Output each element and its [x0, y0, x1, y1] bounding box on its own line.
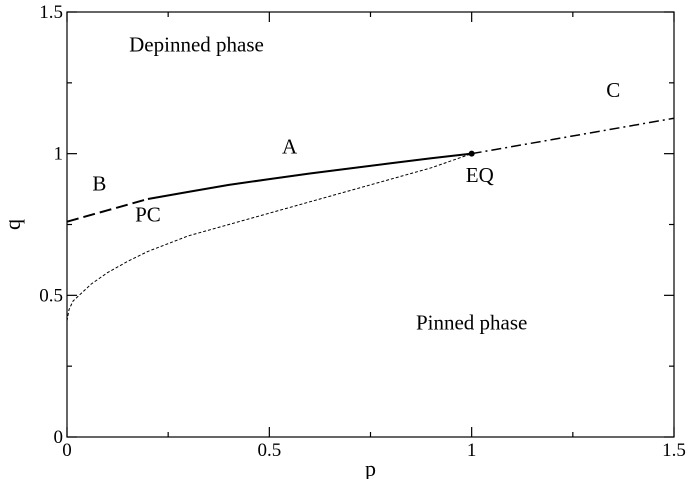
- y-tick-label: 0.5: [39, 285, 63, 306]
- curve-pc: [66, 153, 472, 321]
- x-tick-label: 0: [62, 440, 72, 461]
- annotation-pinned-phase: Pinned phase: [416, 310, 527, 334]
- curve-b: [66, 198, 149, 223]
- axis-ticks: [66, 11, 675, 438]
- annotation-depinned-phase: Depinned phase: [129, 33, 264, 57]
- y-tick-label: 1.5: [39, 2, 63, 23]
- curve-a: [147, 152, 472, 200]
- chart-series: [66, 117, 675, 321]
- x-tick-label: 0.5: [257, 440, 281, 461]
- x-tick-label: 1: [467, 440, 477, 461]
- y-tick-label: 1: [54, 144, 64, 165]
- marker-eq-point: [468, 150, 475, 157]
- x-tick-label: 1.5: [662, 440, 686, 461]
- chart-markers: [468, 150, 475, 157]
- axis-tick-labels: 0 0.5 1 1.5 0 0.5 1 1.5: [39, 2, 686, 461]
- y-axis-label: q: [0, 219, 25, 230]
- y-tick-label: 0: [54, 427, 64, 448]
- annotation-c: C: [606, 78, 620, 102]
- annotation-a: A: [282, 135, 298, 159]
- annotation-eq: EQ: [466, 163, 494, 187]
- annotation-b: B: [92, 172, 106, 196]
- x-axis-label: p: [365, 456, 376, 479]
- curve-c: [471, 117, 675, 155]
- annotation-pc: PC: [135, 203, 161, 227]
- chart-annotations: Depinned phase Pinned phase A B C PC EQ: [92, 33, 620, 335]
